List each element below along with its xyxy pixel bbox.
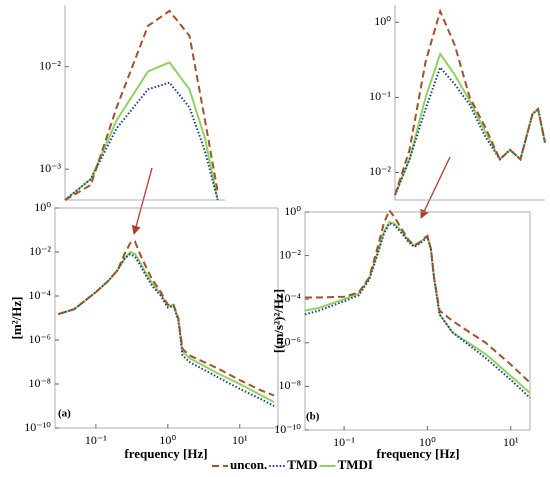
y-tick-label: 10⁻² (29, 244, 51, 258)
y-tick-label: 10⁻³ (39, 161, 61, 175)
series-line (305, 208, 531, 384)
y-tick-label: 10⁰ (374, 14, 391, 28)
y-axis-label: [m²/Hz] (9, 297, 24, 340)
y-tick-label: 10⁻¹⁰ (24, 420, 51, 434)
series-line (58, 250, 275, 403)
x-axis-label: frequency [Hz] (124, 446, 207, 461)
panel-label: (a) (58, 408, 71, 420)
x-tick-label: 10⁰ (419, 435, 436, 449)
y-tick-label: 10⁻² (369, 164, 391, 178)
series-line (304, 222, 531, 399)
legend-label: TMDI (338, 457, 373, 472)
legend-label: uncon. (230, 457, 267, 472)
x-tick-label: 10⁰ (159, 433, 176, 447)
y-tick-label: 10⁻⁸ (28, 376, 51, 390)
y-tick-label: 10⁻¹⁰ (274, 422, 301, 436)
y-tick-label: 10⁻⁴ (28, 288, 51, 302)
series-line (394, 8, 546, 196)
x-tick-label: 10⁻¹ (85, 433, 107, 447)
x-tick-label: 10¹ (503, 435, 519, 449)
arrow (420, 156, 451, 219)
y-tick-label: 10⁻² (39, 58, 61, 72)
y-tick-label: 10⁻⁶ (28, 332, 51, 346)
y-tick-label: 10⁰ (284, 204, 301, 218)
y-tick-label: 10⁻² (279, 247, 301, 261)
y-tick-label: 10⁻⁶ (278, 335, 301, 349)
series-line (64, 81, 219, 201)
series-line (58, 252, 275, 407)
plot-frame (54, 207, 279, 429)
x-tick-label: 10⁻¹ (333, 435, 355, 449)
y-tick-label: 10⁰ (34, 200, 51, 214)
y-tick-label: 10⁻¹ (369, 89, 391, 103)
plot-frame (304, 211, 531, 431)
series-line (394, 51, 546, 196)
y-tick-label: 10⁻⁴ (278, 291, 301, 305)
series-line (394, 65, 546, 196)
x-tick-label: 10¹ (232, 433, 248, 447)
panel-label: (b) (306, 411, 320, 423)
arrow (131, 167, 153, 235)
series-line (64, 9, 219, 201)
legend-label: TMD (287, 457, 317, 472)
y-tick-label: 10⁻⁸ (278, 378, 301, 392)
series-line (64, 61, 219, 201)
series-line (58, 240, 275, 397)
y-axis-label: [(m/s²)²/Hz] (271, 289, 286, 353)
x-axis-label: frequency [Hz] (376, 446, 459, 461)
